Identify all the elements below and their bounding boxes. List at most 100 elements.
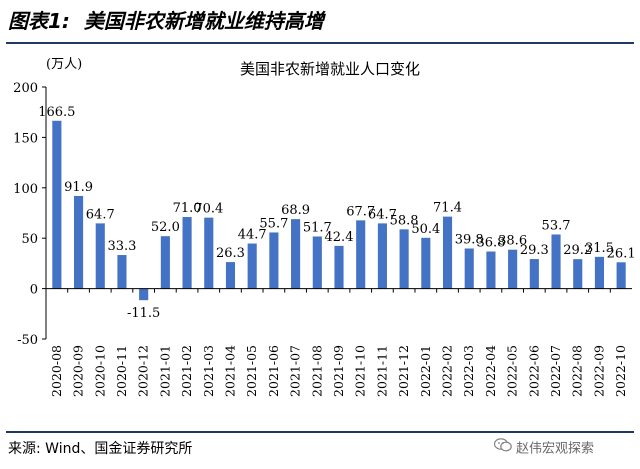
bar [247,243,257,289]
bar [616,262,626,289]
bar-value-label: 51.7 [303,220,332,235]
x-tick-label: 2021-03 [201,345,216,397]
x-tick-label: 2021-10 [353,345,368,397]
top-rule [6,42,634,44]
x-tick-label: 2022-07 [548,345,563,397]
bar [312,236,322,289]
bar-value-label: 26.1 [607,246,636,261]
y-axis-unit-label: (万人) [46,57,82,72]
x-tick-label: 2021-09 [331,345,346,397]
wechat-icon [493,437,512,461]
bar [529,259,539,289]
bar-value-label: 64.7 [86,207,115,222]
bar-value-label: -11.5 [127,306,160,321]
bar [95,223,105,289]
x-tick-label: 2022-03 [461,345,476,397]
bar-value-label: 64.7 [368,207,397,222]
x-tick-label: 2021-01 [157,345,172,397]
y-tick-label: 50 [21,232,38,247]
bar-value-label: 36.8 [476,236,505,251]
bar [421,237,431,289]
x-axis: 2020-08 2020-09 2020-10 2020-11 2020-12 2021-… [45,288,632,397]
bar-value-label: 166.5 [38,105,75,120]
bar-value-label: 50.4 [411,222,440,237]
x-tick-label: 2021-11 [374,345,389,397]
bar [573,259,583,289]
bar [377,223,387,289]
x-tick-label: 2022-01 [418,345,433,397]
bar [551,234,561,289]
bar [269,232,279,289]
value-labels: 166.5 91.9 64.7 33.3 -11.5 52.0 71.070.4 26.3 44… [38,105,635,321]
y-tick-label: 200 [13,81,38,96]
y-tick-label: 150 [13,131,38,146]
bar-value-label: 44.7 [238,228,267,243]
bar [225,262,236,289]
figure-heading: 美国非农新增就业维持高增 [83,9,324,33]
y-tick-label: 100 [13,182,38,197]
bar [73,195,84,289]
bar-value-label: 67.7 [346,204,375,219]
x-tick-label: 2021-02 [179,345,194,397]
bar-value-label: 29.2 [563,243,592,258]
bar [160,236,170,289]
bar-value-label: 71.4 [433,201,462,216]
bar-value-label: 91.9 [64,180,93,195]
y-tick-label: -50 [17,333,38,348]
bar [52,120,62,289]
x-tick-label: 2022-08 [570,345,585,397]
bar-value-label: 39.8 [455,232,484,247]
bar [182,217,192,289]
bar [139,288,149,301]
x-tick-label: 2022-09 [591,345,606,397]
bar-series [52,120,626,301]
bar-value-label: 33.3 [107,239,136,254]
x-tick-label: 2021-05 [244,345,259,397]
bar [356,220,366,289]
bar [204,217,214,289]
bar-value-label: 38.6 [498,234,527,249]
bar-value-label: 31.5 [585,241,614,256]
x-tick-label: 2021-07 [288,345,303,397]
chart-title: 美国非农新增就业人口变化 [240,60,420,78]
y-tick-label: 0 [30,283,38,298]
x-tick-label: 2020-11 [114,345,129,397]
bar [334,245,344,289]
x-tick-label: 2022-10 [613,345,628,397]
bar [442,216,453,289]
bar [291,219,301,289]
bar [486,251,496,289]
bar-value-label: 68.9 [281,203,310,218]
figure-label: 图表1: [8,9,70,33]
figure-title: 图表1: 美国非农新增就业维持高增 [8,4,632,38]
bar [594,256,605,289]
source-note: 来源: Wind、国金证券研究所 [8,441,193,457]
x-tick-label: 2022-05 [505,345,520,397]
x-tick-label: 2021-04 [222,345,237,397]
x-tick-label: 2020-10 [92,345,107,397]
bar [508,249,518,289]
bar-value-label: 52.0 [151,220,180,235]
x-tick-label: 2021-08 [309,345,324,397]
bar [464,248,474,289]
x-tick-label: 2022-06 [526,345,541,397]
y-axis: -50 0 50 100 150 200 [13,81,47,348]
bar-value-label: 53.7 [542,218,571,233]
x-tick-label: 2020-08 [49,345,64,397]
watermark: 赵伟宏观探索 [493,437,595,461]
bar-value-label: 58.8 [390,213,419,228]
bar-value-label: 70.4 [194,202,223,217]
bar-value-label: 26.3 [216,246,245,261]
bar-value-label: 55.7 [259,216,288,231]
bottom-rule [6,431,634,433]
bar-value-label: 29.3 [520,243,549,258]
x-tick-label: 2022-02 [440,345,455,397]
bar-value-label: 71.0 [173,201,202,216]
watermark-text: 赵伟宏观探索 [516,441,595,457]
x-tick-label: 2020-09 [71,345,86,397]
x-tick-label: 2021-06 [266,345,281,397]
bar [117,255,127,289]
bar [399,229,409,289]
x-tick-label: 2021-12 [396,345,411,397]
